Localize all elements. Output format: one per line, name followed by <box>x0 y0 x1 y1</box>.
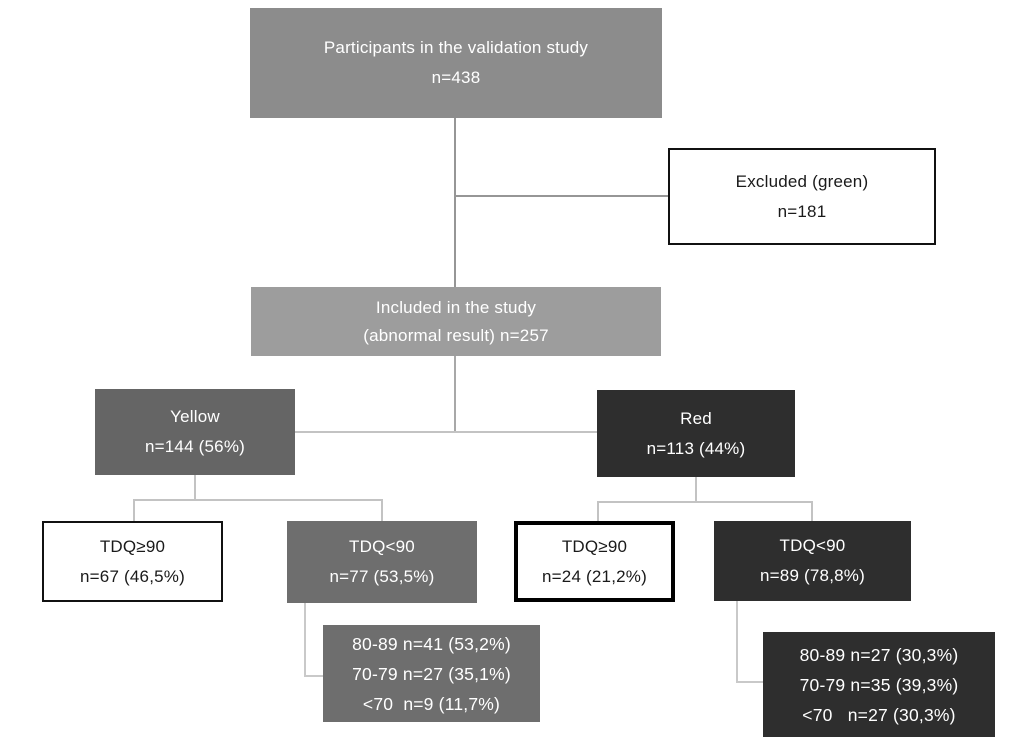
node-red-triage: Red n=113 (44%) <box>597 390 795 477</box>
node-yellow-tdq-ge90: TDQ≥90 n=67 (46,5%) <box>42 521 223 602</box>
connector-yellow-breakdown-elbow-h <box>304 675 324 677</box>
connector-yellow-children-crossbar <box>133 499 383 501</box>
node-line: (abnormal result) n=257 <box>363 325 549 345</box>
connector-yellow-breakdown-elbow-v <box>304 603 306 677</box>
node-line: Red <box>680 408 712 428</box>
connector-red-down <box>695 477 697 503</box>
node-line: n=77 (53,5%) <box>329 567 435 586</box>
node-red-tdq-ge90: TDQ≥90 n=24 (21,2%) <box>514 521 675 602</box>
node-yellow-tdq-lt90: TDQ<90 n=77 (53,5%) <box>287 521 477 603</box>
node-line: 70-79 n=27 (35,1%) <box>352 663 511 684</box>
connector-to-yellow-tdq-ge90 <box>133 499 135 522</box>
connector-to-red-tdq-ge90 <box>597 501 599 522</box>
node-red-tdq-lt90: TDQ<90 n=89 (78,8%) <box>714 521 911 601</box>
node-yellow-score-breakdown: 80-89 n=41 (53,2%) 70-79 n=27 (35,1%) <7… <box>323 625 540 722</box>
connector-included-down <box>454 356 456 432</box>
node-line: n=67 (46,5%) <box>80 566 185 586</box>
node-excluded: Excluded (green) n=181 <box>668 148 936 245</box>
connector-red-breakdown-elbow-h <box>736 681 764 683</box>
node-red-score-breakdown: 80-89 n=27 (30,3%) 70-79 n=35 (39,3%) <7… <box>763 632 995 737</box>
node-line: TDQ≥90 <box>561 536 628 556</box>
node-line: n=24 (21,2%) <box>542 566 647 586</box>
node-line: n=438 <box>431 68 481 87</box>
node-line: 70-79 n=35 (39,3%) <box>799 674 959 695</box>
node-line: n=113 (44%) <box>646 438 746 458</box>
node-line: n=181 <box>777 201 827 221</box>
node-line: TDQ<90 <box>779 536 846 555</box>
node-line: <70 n=9 (11,7%) <box>362 693 501 714</box>
connector-yellow-down <box>194 475 196 501</box>
connector-red-children-crossbar <box>597 501 813 503</box>
node-line: n=144 (56%) <box>144 437 246 456</box>
connector-to-excluded <box>455 195 668 197</box>
connector-participants-to-included <box>454 118 456 288</box>
node-participants: Participants in the validation study n=4… <box>250 8 662 118</box>
node-line: <70 n=27 (30,3%) <box>802 704 956 725</box>
connector-red-breakdown-elbow-v <box>736 601 738 683</box>
node-yellow-triage: Yellow n=144 (56%) <box>95 389 295 475</box>
node-line: n=89 (78,8%) <box>760 566 865 585</box>
node-line: TDQ≥90 <box>99 536 166 556</box>
node-line: 80-89 n=27 (30,3%) <box>799 644 959 665</box>
node-line: Included in the study <box>375 297 537 317</box>
node-included: Included in the study (abnormal result) … <box>251 287 661 356</box>
node-line: Excluded (green) <box>735 171 869 191</box>
node-line: Participants in the validation study <box>323 38 589 57</box>
node-line: Yellow <box>170 407 220 426</box>
node-line: TDQ<90 <box>349 537 415 556</box>
node-line: 80-89 n=41 (53,2%) <box>352 633 511 654</box>
connector-to-red-tdq-lt90 <box>811 501 813 522</box>
connector-yellow-red-crossbar <box>295 431 597 433</box>
connector-to-yellow-tdq-lt90 <box>381 499 383 522</box>
